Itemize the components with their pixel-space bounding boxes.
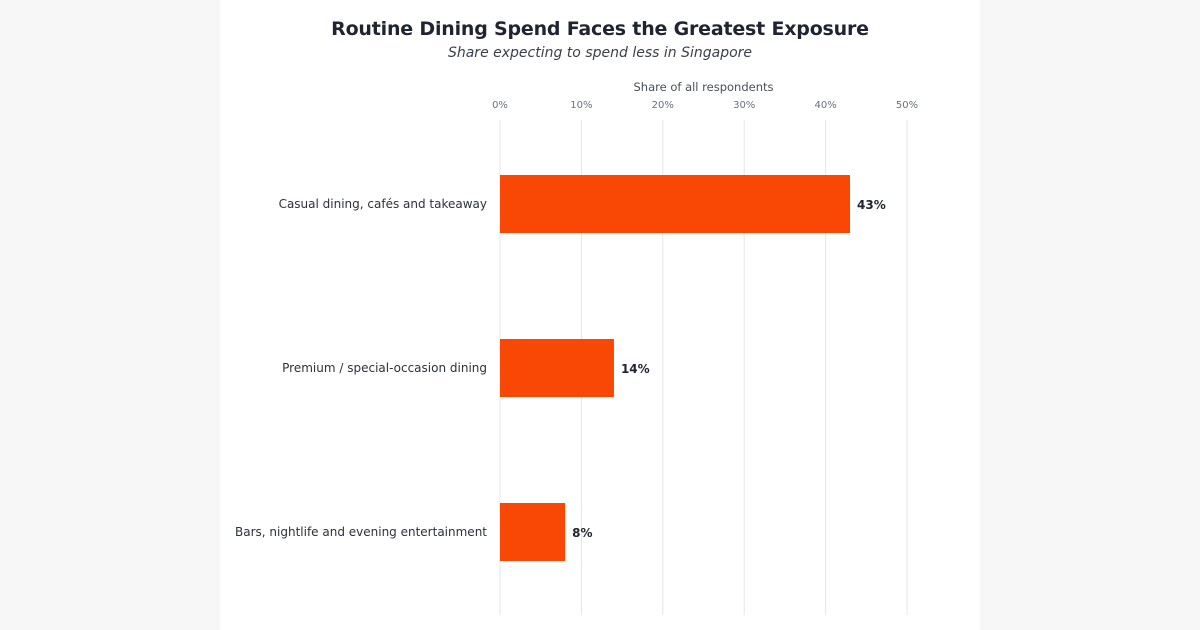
value-label: 8% xyxy=(572,526,592,540)
x-tick-label: 50% xyxy=(896,100,918,111)
x-tick-label: 0% xyxy=(492,100,508,111)
category-label: Premium / special-occasion dining xyxy=(282,361,487,375)
chart-title: Routine Dining Spend Faces the Greatest … xyxy=(331,18,869,40)
category-labels: Casual dining, cafés and takeaway Premium… xyxy=(235,197,487,539)
category-label: Casual dining, cafés and takeaway xyxy=(279,197,487,211)
x-tick-label: 10% xyxy=(570,100,592,111)
value-label: 43% xyxy=(857,198,886,212)
bar xyxy=(500,175,851,233)
bar xyxy=(500,503,566,561)
chart-panel xyxy=(220,0,980,630)
bars xyxy=(500,175,851,561)
category-label: Bars, nightlife and evening entertainmen… xyxy=(235,525,487,539)
x-tick-label: 20% xyxy=(652,100,674,111)
x-axis-label: Share of all respondents xyxy=(633,80,774,94)
bar xyxy=(500,339,614,397)
x-tick-labels: 0% 10% 20% 30% 40% 50% xyxy=(492,100,918,111)
x-tick-label: 30% xyxy=(733,100,755,111)
chart-subtitle: Share expecting to spend less in Singapo… xyxy=(447,45,753,61)
x-tick-label: 40% xyxy=(814,100,836,111)
value-label: 14% xyxy=(621,362,650,376)
value-labels: 43% 14% 8% xyxy=(572,198,886,540)
